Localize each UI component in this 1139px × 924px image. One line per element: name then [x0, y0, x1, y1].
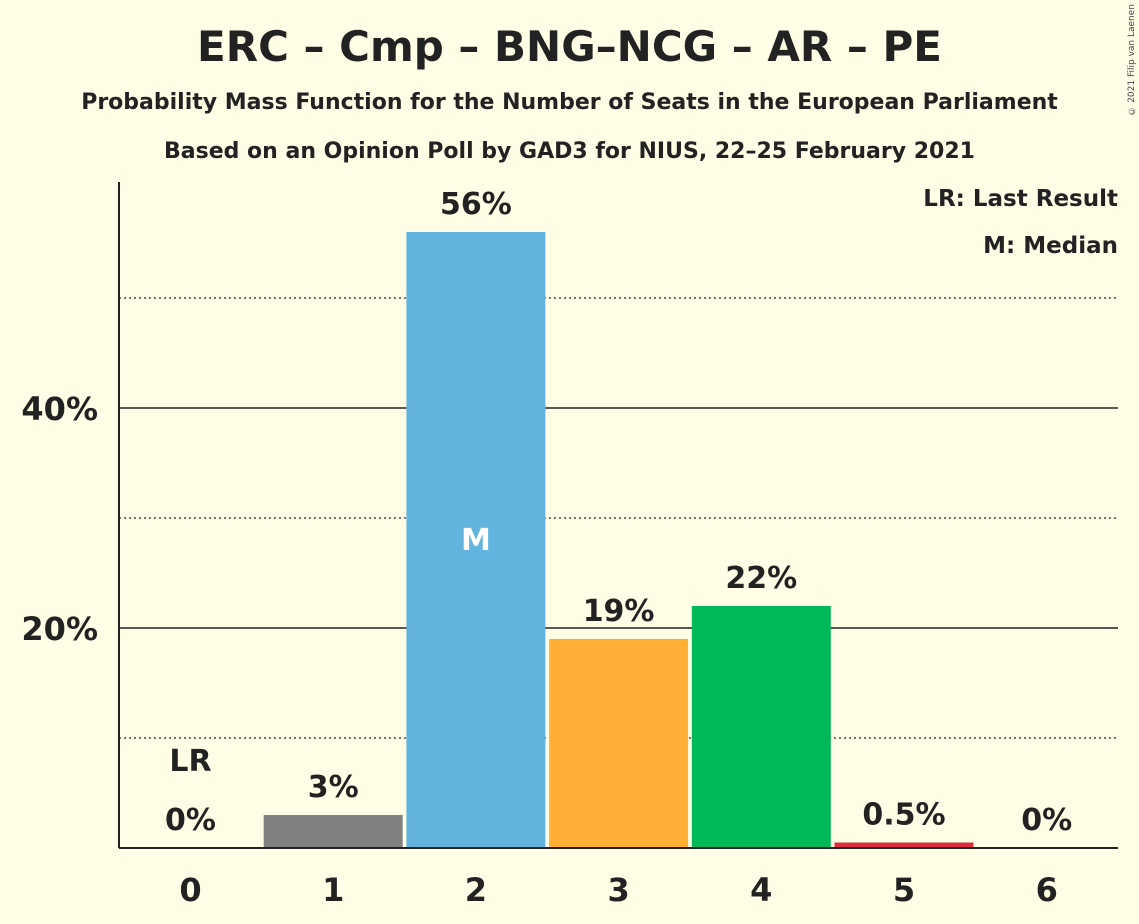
- value-label-1: 3%: [308, 770, 359, 805]
- x-tick-label-4: 4: [750, 871, 772, 909]
- legend-median: M: Median: [983, 233, 1118, 259]
- bar-3: [549, 639, 689, 848]
- value-label-4: 22%: [725, 561, 797, 596]
- value-label-0: 0%: [165, 803, 216, 838]
- x-tick-label-5: 5: [893, 871, 915, 909]
- bar-2: [406, 232, 546, 848]
- x-tick-label-3: 3: [607, 871, 629, 909]
- y-tick-label: 40%: [21, 390, 98, 428]
- median-marker: M: [461, 523, 491, 558]
- chart-subtitle: Probability Mass Function for the Number…: [81, 90, 1058, 115]
- last-result-marker: LR: [169, 744, 211, 779]
- value-label-3: 19%: [583, 594, 655, 629]
- x-tick-label-1: 1: [322, 871, 344, 909]
- x-tick-label-2: 2: [465, 871, 487, 909]
- x-tick-label-6: 6: [1036, 871, 1058, 909]
- value-label-2: 56%: [440, 187, 512, 222]
- bar-4: [691, 606, 831, 848]
- legend-last-result: LR: Last Result: [923, 186, 1118, 212]
- chart-source: Based on an Opinion Poll by GAD3 for NIU…: [164, 139, 975, 164]
- y-tick-label: 20%: [21, 610, 98, 648]
- bar-1: [263, 815, 403, 848]
- x-tick-label-0: 0: [179, 871, 201, 909]
- chart-title: ERC – Cmp – BNG–NCG – AR – PE: [197, 22, 942, 71]
- value-label-6: 0%: [1021, 803, 1072, 838]
- value-label-5: 0.5%: [862, 798, 945, 833]
- bar-5: [834, 842, 974, 848]
